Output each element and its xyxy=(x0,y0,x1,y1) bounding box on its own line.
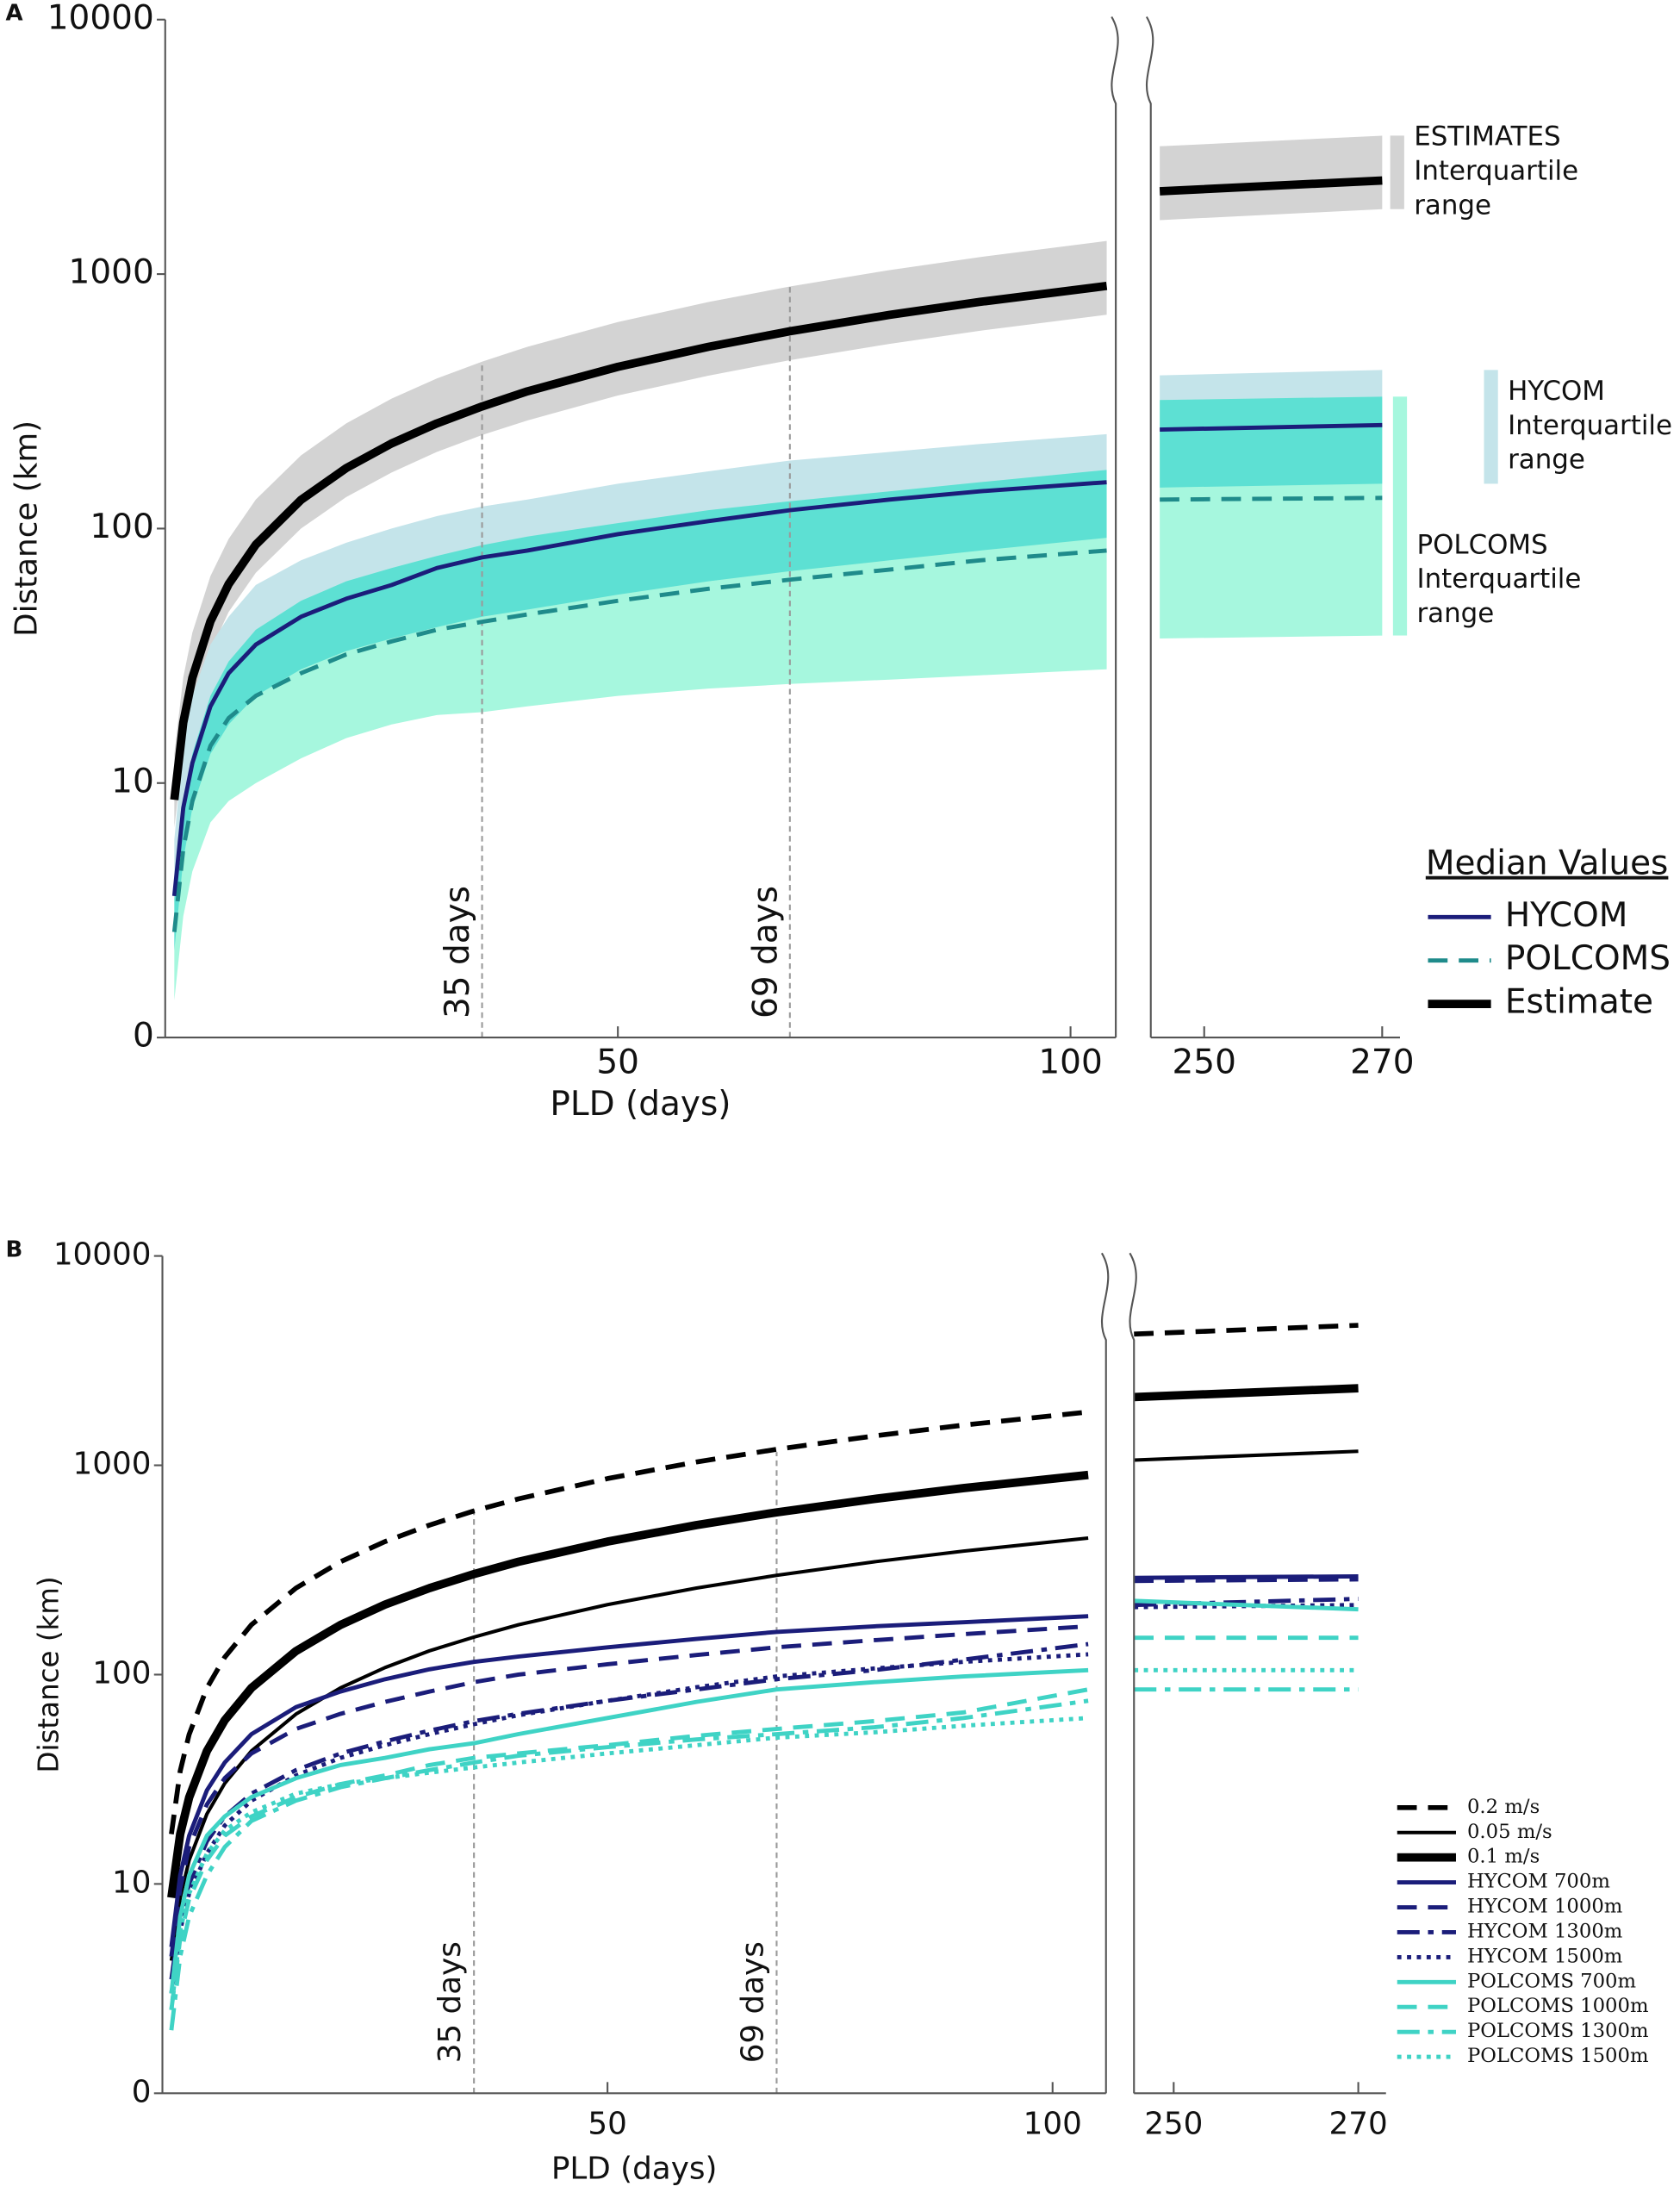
x-tick-label: 100 xyxy=(1024,2107,1082,2142)
x-tick-label: 250 xyxy=(1144,2107,1203,2142)
legend-label: HYCOM 1300m xyxy=(1467,1920,1622,1942)
reference-label: 35 days xyxy=(439,886,477,1018)
iqr-band xyxy=(174,135,1383,828)
series-line xyxy=(170,176,1383,800)
y-axis-label: Distance (km) xyxy=(9,420,45,637)
legend-label: HYCOM 1000m xyxy=(1467,1896,1622,1918)
reference-label: 69 days xyxy=(746,886,785,1018)
axis-break xyxy=(1100,1252,1110,2094)
series-line xyxy=(169,1577,1359,1957)
legend-label: Estimate xyxy=(1505,983,1653,1022)
y-tick-label: 0 xyxy=(133,1017,154,1056)
legend-label: POLCOMS 1300m xyxy=(1467,2020,1649,2042)
iqr-label: ESTIMATES xyxy=(1414,121,1560,153)
legend-label: HYCOM 1500m xyxy=(1467,1945,1622,1967)
y-tick-label: 100 xyxy=(92,1655,151,1691)
legend-label: HYCOM xyxy=(1505,896,1628,935)
y-axis-label: Distance (km) xyxy=(33,1576,65,1772)
axis-break xyxy=(1129,1252,1137,2094)
legend-label: 0.1 m/s xyxy=(1467,1846,1540,1868)
x-tick-label: 50 xyxy=(588,2107,626,2142)
iqr-bar xyxy=(1484,370,1498,484)
series-line xyxy=(169,1598,1359,1994)
series-line xyxy=(171,495,1383,932)
iqr-bar xyxy=(1390,135,1404,209)
iqr-label: range xyxy=(1508,445,1585,476)
legend-label: POLCOMS xyxy=(1505,939,1671,978)
axis-break xyxy=(1111,16,1119,1038)
y-tick-label: 0 xyxy=(132,2074,152,2109)
series-line xyxy=(169,1667,1359,2010)
panel-label: A xyxy=(6,1,23,27)
y-tick-label: 10000 xyxy=(53,1237,152,1273)
legend-label: POLCOMS 700m xyxy=(1467,1970,1636,1992)
reference-label: 35 days xyxy=(432,1941,468,2063)
x-tick-label: 270 xyxy=(1350,1043,1414,1081)
panel-label: B xyxy=(6,1237,23,1263)
iqr-label: range xyxy=(1414,190,1491,221)
series-line xyxy=(169,1635,1359,2010)
y-tick-label: 10 xyxy=(112,1865,151,1900)
legend-label: POLCOMS 1000m xyxy=(1467,1995,1649,2017)
legend-label: HYCOM 700m xyxy=(1467,1871,1610,1893)
series-line xyxy=(169,1449,1359,1961)
y-tick-label: 1000 xyxy=(73,1447,152,1482)
axis-break xyxy=(1145,16,1154,1038)
y-tick-label: 1000 xyxy=(69,253,154,292)
y-tick-label: 100 xyxy=(90,508,153,546)
x-axis-label: PLD (days) xyxy=(550,1085,731,1124)
series-line xyxy=(169,1573,1359,1947)
series-line xyxy=(169,1323,1359,1834)
series-line xyxy=(171,422,1383,897)
iqr-label: range xyxy=(1416,598,1494,629)
iqr-bar xyxy=(1392,396,1408,636)
iqr-label: Interquartile xyxy=(1414,156,1578,187)
series-line xyxy=(167,1384,1359,1898)
iqr-label: Interquartile xyxy=(1508,410,1672,441)
y-tick-label: 10000 xyxy=(47,0,154,37)
iqr-label: Interquartile xyxy=(1416,564,1581,595)
reference-label: 69 days xyxy=(735,1941,770,2063)
series-line xyxy=(169,1603,1359,1994)
iqr-label: HYCOM xyxy=(1508,376,1605,407)
y-tick-label: 10 xyxy=(111,762,154,800)
legend-label: POLCOMS 1500m xyxy=(1467,2045,1649,2067)
x-axis-label: PLD (days) xyxy=(551,2152,718,2187)
legend-label: 0.2 m/s xyxy=(1467,1796,1540,1818)
x-tick-label: 100 xyxy=(1038,1043,1102,1081)
x-tick-label: 250 xyxy=(1173,1043,1236,1081)
x-tick-label: 50 xyxy=(596,1043,639,1081)
iqr-label: POLCOMS xyxy=(1416,529,1547,560)
legend-label: 0.05 m/s xyxy=(1467,1821,1552,1843)
x-tick-label: 270 xyxy=(1328,2107,1387,2142)
series-line xyxy=(169,1597,1359,1980)
legend-title: Median Values xyxy=(1426,844,1669,883)
